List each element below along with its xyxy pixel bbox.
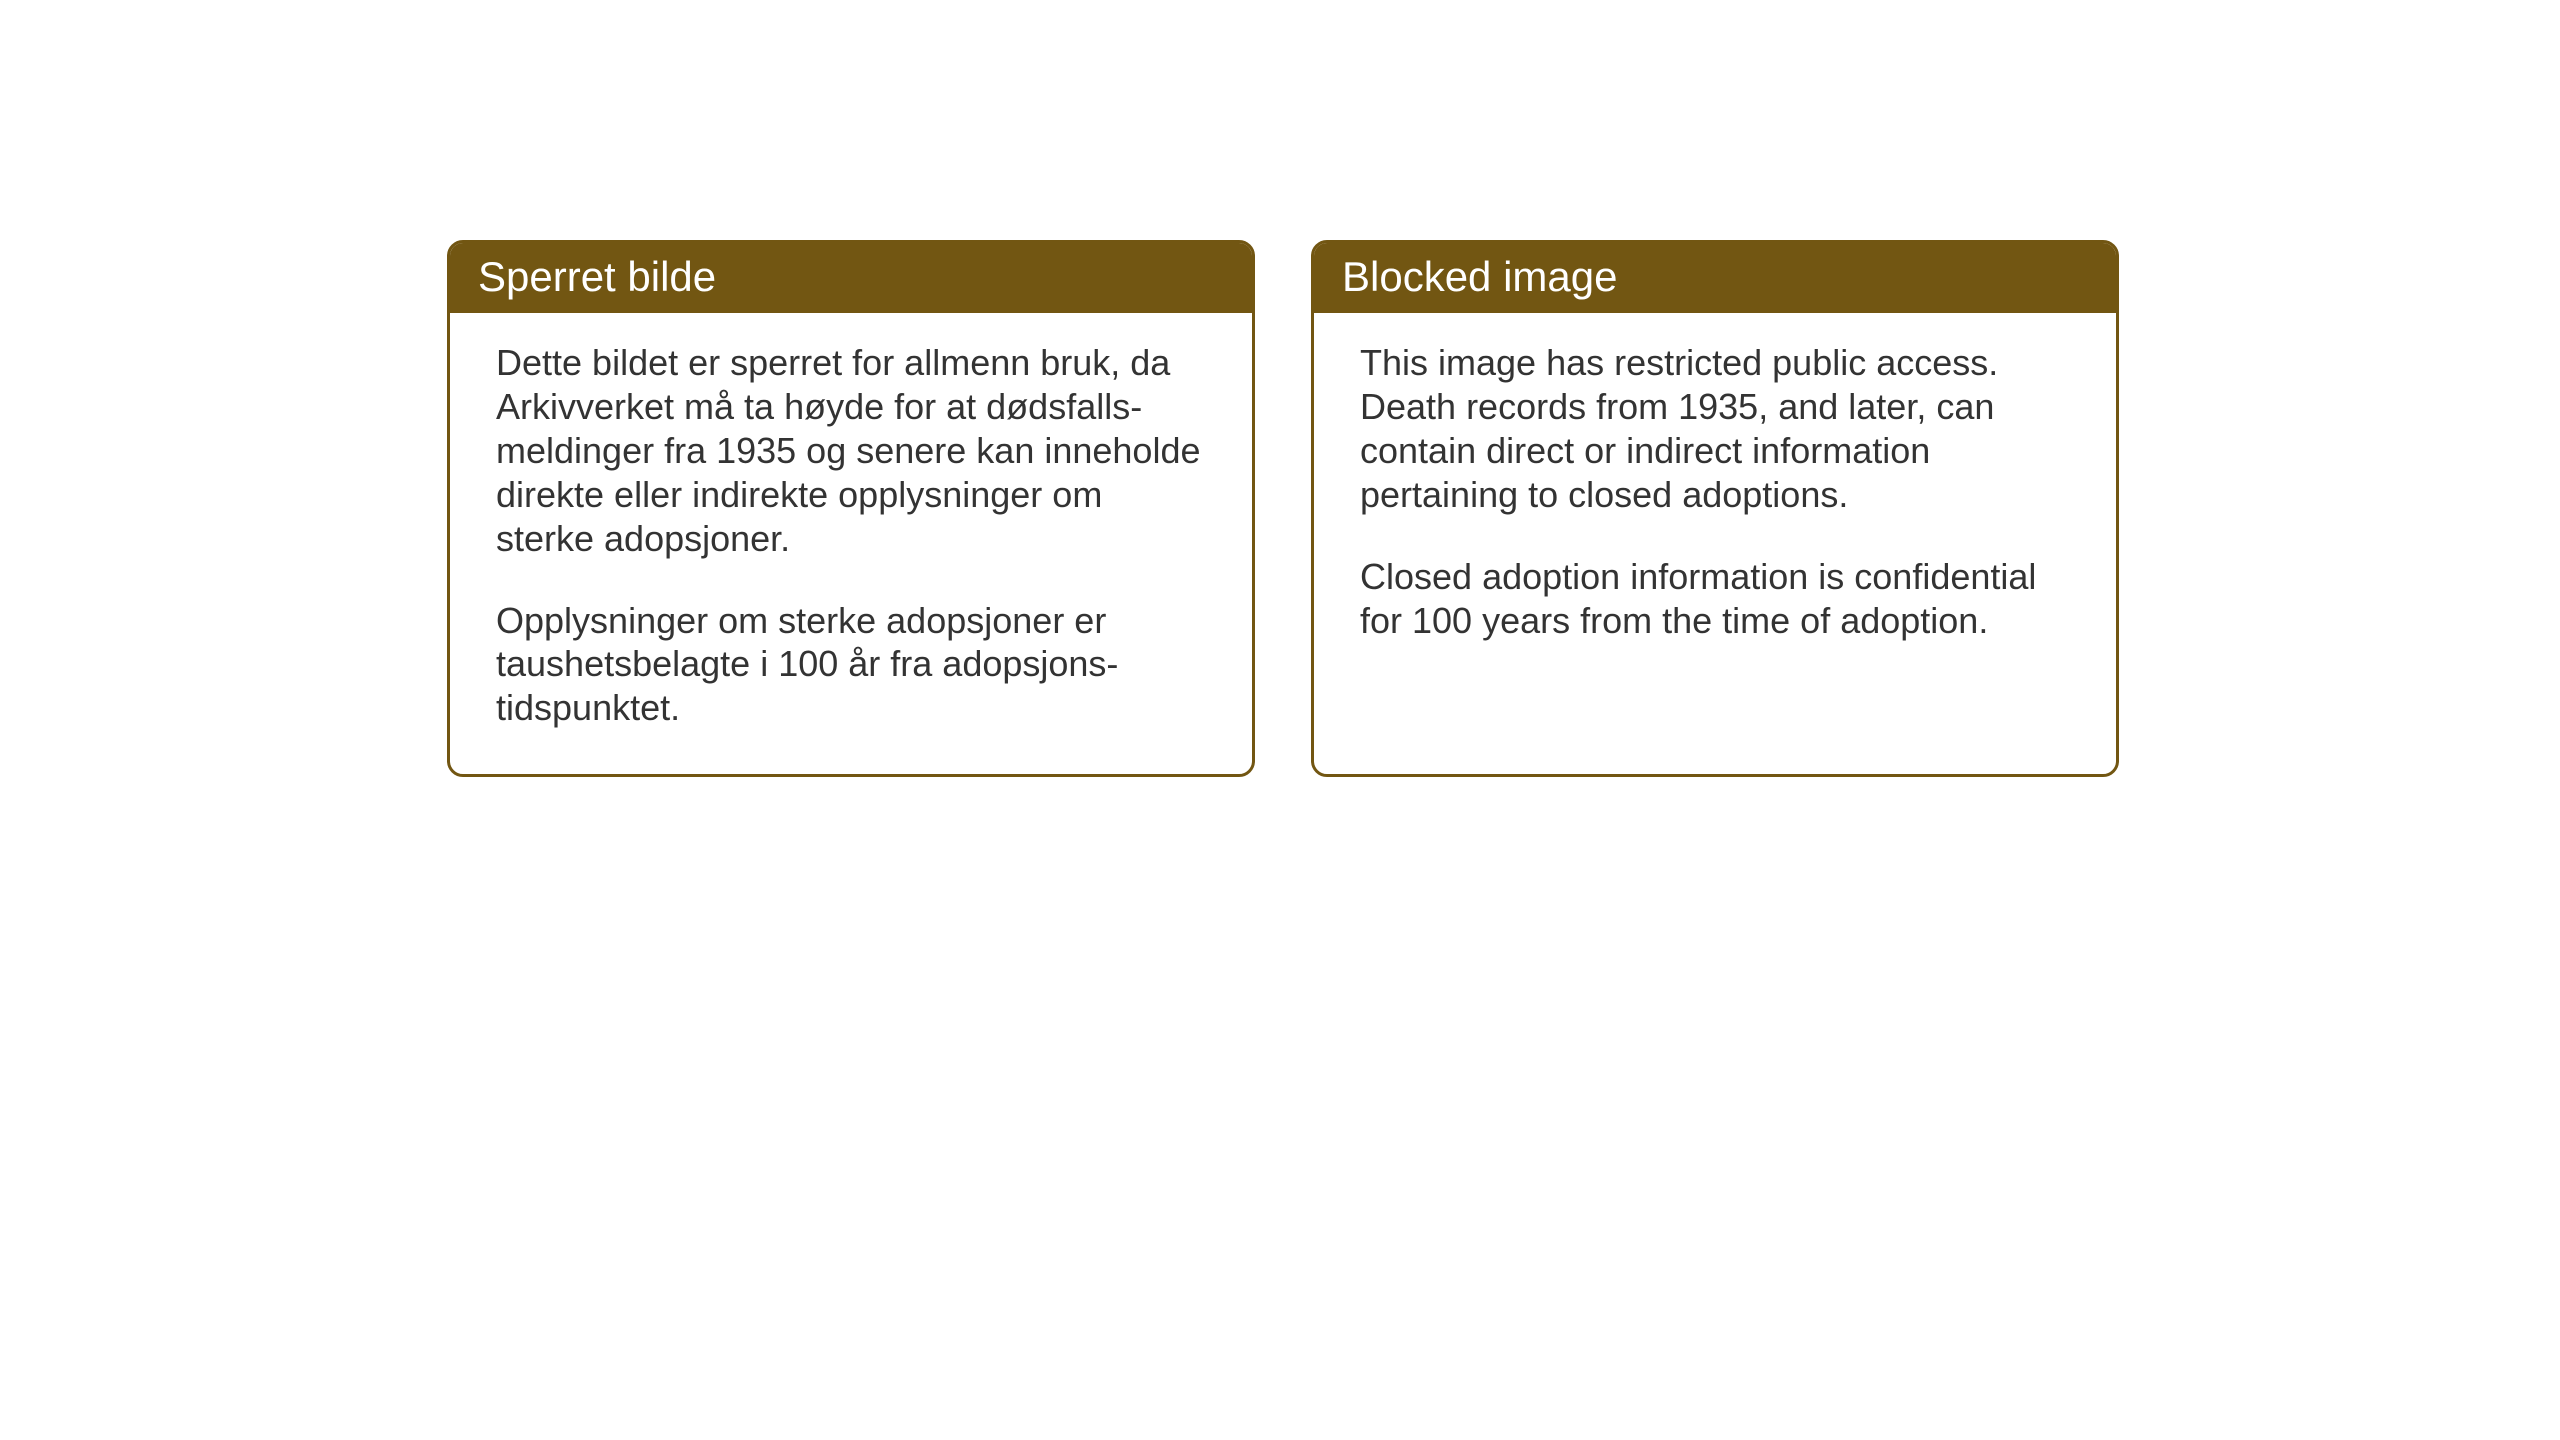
card-body-english: This image has restricted public access.… — [1314, 313, 2116, 686]
card-header-norwegian: Sperret bilde — [450, 243, 1252, 313]
notice-paragraph-2-en: Closed adoption information is confident… — [1360, 555, 2070, 643]
notice-card-english: Blocked image This image has restricted … — [1311, 240, 2119, 777]
card-header-english: Blocked image — [1314, 243, 2116, 313]
notice-paragraph-1-no: Dette bildet er sperret for allmenn bruk… — [496, 341, 1206, 561]
notice-paragraph-1-en: This image has restricted public access.… — [1360, 341, 2070, 517]
card-body-norwegian: Dette bildet er sperret for allmenn bruk… — [450, 313, 1252, 774]
notice-paragraph-2-no: Opplysninger om sterke adopsjoner er tau… — [496, 599, 1206, 731]
notice-card-norwegian: Sperret bilde Dette bildet er sperret fo… — [447, 240, 1255, 777]
notice-container: Sperret bilde Dette bildet er sperret fo… — [447, 240, 2119, 777]
